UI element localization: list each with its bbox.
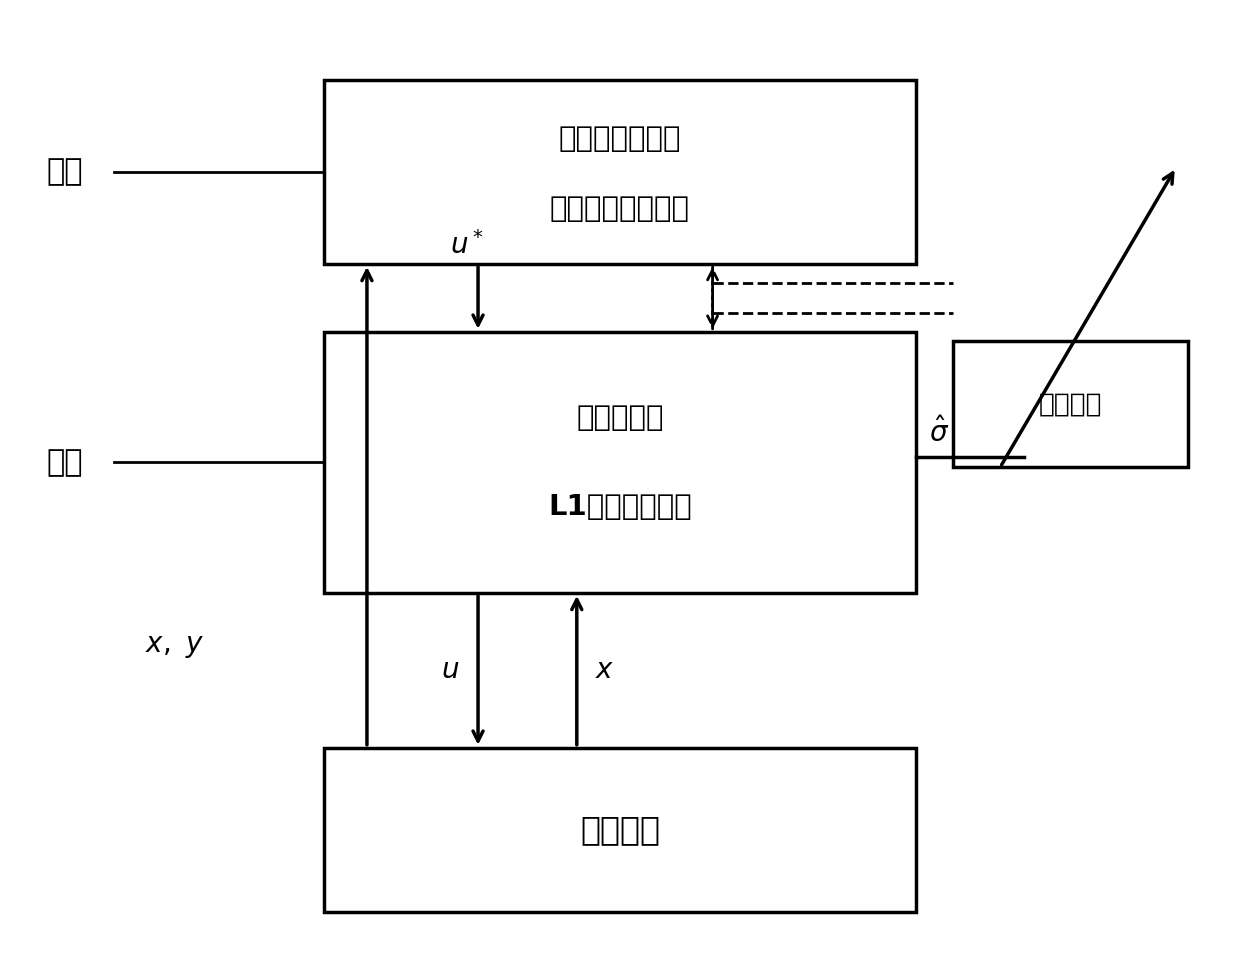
Text: 跟踪轨迹优化：: 跟踪轨迹优化： [559,125,681,153]
Text: 上层: 上层 [46,158,83,187]
Text: 经济性预测控制器: 经济性预测控制器 [551,195,689,223]
Text: $x,\ y$: $x,\ y$ [145,632,203,660]
Bar [324,332,916,593]
Bar [954,342,1188,467]
Bar [324,80,916,264]
Text: 机炉系统: 机炉系统 [580,813,660,847]
Text: $u$: $u$ [450,232,469,259]
Text: $x$: $x$ [595,657,615,684]
Text: 下层: 下层 [46,448,83,477]
Text: $u$: $u$ [441,657,460,684]
Text: $*$: $*$ [472,226,484,244]
Text: $\hat{\sigma}$: $\hat{\sigma}$ [929,416,949,448]
Text: 轨迹跟踪：: 轨迹跟踪： [577,404,663,432]
Text: L1自适应控制器: L1自适应控制器 [548,492,692,521]
Bar [324,747,916,912]
Text: 线性模型: 线性模型 [1039,391,1102,417]
